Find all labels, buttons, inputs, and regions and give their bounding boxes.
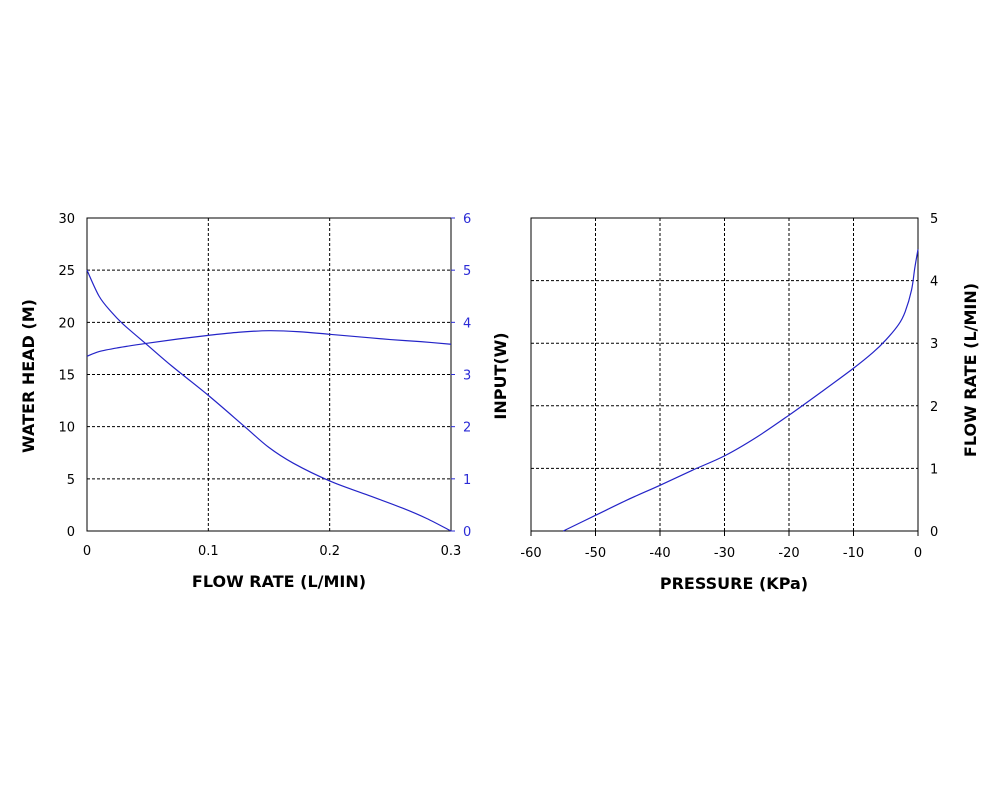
chart1-series — [86, 269, 452, 532]
chart1-y2-tick-label: 1 — [463, 473, 471, 488]
chart2-y2-axis-title: FLOW RATE (L/MIN) — [961, 283, 980, 457]
chart1-x-tick-label: 0.2 — [319, 544, 340, 559]
chart2-x-tick-label: -60 — [520, 546, 541, 561]
chart1-x-tick-label: 0.1 — [198, 544, 219, 559]
chart2-flow-rate-curve — [562, 249, 919, 532]
chart2-y2-tick-label: 5 — [930, 212, 938, 227]
chart1-x-axis-title: FLOW RATE (L/MIN) — [192, 572, 366, 591]
chart2-grid — [531, 218, 918, 531]
chart1-y-tick-label: 30 — [58, 212, 75, 227]
chart2-x-tick-label: -30 — [714, 546, 735, 561]
chart1-head-curve — [86, 269, 452, 532]
chart2-y2-tick-label: 0 — [930, 525, 938, 540]
chart1-y2-tick-label: 5 — [463, 264, 471, 279]
chart2-y2-tick-label: 4 — [930, 275, 938, 290]
chart2-x-tick-label: 0 — [914, 546, 922, 561]
chart1-input-curve — [86, 330, 452, 357]
chart2-x-tick-label: -20 — [778, 546, 799, 561]
chart1-y-tick-label: 15 — [58, 369, 75, 384]
chart1-y2-tick-label: 3 — [463, 369, 471, 384]
chart1-y-tick-label: 25 — [58, 264, 75, 279]
chart1-x-tick-label: 0.3 — [441, 544, 462, 559]
chart1-y-tick-label: 10 — [58, 421, 75, 436]
chart1-y-axis-title: WATER HEAD (M) — [19, 299, 38, 453]
chart1-y2-tick-label: 6 — [463, 212, 471, 227]
chart1-y-tick-label: 5 — [67, 473, 75, 488]
chart1-x-tick-labels: 0 0.1 0.2 0.3 — [83, 544, 461, 559]
chart1-y-tick-labels: 0 5 10 15 20 25 30 — [58, 212, 75, 540]
chart1-y2-tick-label: 0 — [463, 525, 471, 540]
chart2-x-tick-label: -10 — [843, 546, 864, 561]
chart2-x-tick-labels: -60 -50 -40 -30 -20 -10 0 — [520, 531, 922, 561]
chart1-grid — [87, 218, 451, 531]
chart1-y2-tick-label: 4 — [463, 316, 471, 331]
chart1-x-tick-label: 0 — [83, 544, 91, 559]
chart2-y2-tick-labels: 0 1 2 3 4 5 — [930, 212, 938, 540]
chart2-y-axis-title: INPUT(W) — [491, 332, 510, 419]
chart2-y2-tick-label: 3 — [930, 337, 938, 352]
chart2-series — [562, 249, 919, 532]
chart2-x-axis-title: PRESSURE (KPa) — [660, 574, 808, 593]
chart1-y2-tick-labels: 0 1 2 3 4 5 6 — [451, 212, 471, 540]
chart2-x-tick-label: -40 — [649, 546, 670, 561]
chart1-y-tick-label: 0 — [67, 525, 75, 540]
pressure-chart: -60 -50 -40 -30 -20 -10 0 0 1 2 3 4 5 PRESSURE (KPa… — [491, 212, 980, 593]
chart1-y2-tick-label: 2 — [463, 421, 471, 436]
chart2-x-tick-label: -50 — [585, 546, 606, 561]
water-head-chart: 0 0.1 0.2 0.3 0 5 10 15 20 25 30 0 1 2 3 4 5 6 FLOW RAT… — [19, 212, 471, 591]
chart1-y-tick-label: 20 — [58, 316, 75, 331]
chart2-y2-tick-label: 2 — [930, 400, 938, 415]
chart2-y2-tick-label: 1 — [930, 462, 938, 477]
